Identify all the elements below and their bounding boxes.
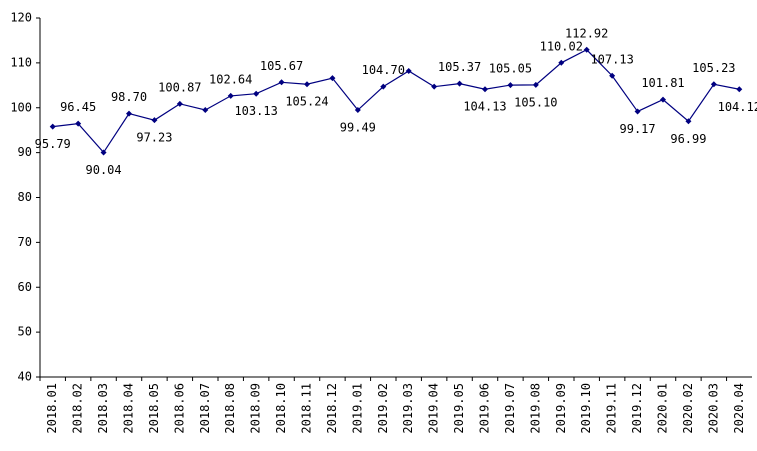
value-label: 112.92 [565,26,608,40]
value-label: 103.13 [234,104,277,118]
x-tick-label: 2018.02 [71,383,85,434]
x-tick-label: 2019.07 [503,383,517,434]
marker [329,75,336,82]
marker [507,82,514,89]
value-label: 105.23 [692,61,735,75]
marker [558,59,565,66]
y-tick-label: 50 [18,325,32,339]
x-tick-label: 2019.03 [401,383,415,434]
marker [202,106,209,113]
marker [685,118,692,125]
x-tick-label: 2020.02 [681,383,695,434]
marker [532,81,539,88]
marker [456,80,463,87]
value-label: 97.23 [136,131,172,145]
x-tick-label: 2019.06 [478,383,492,434]
y-tick-label: 60 [18,280,32,294]
value-label: 105.05 [489,62,532,76]
marker [736,86,743,93]
x-tick-label: 2018.01 [45,383,59,434]
value-label: 99.49 [340,121,376,135]
value-label: 107.13 [590,52,633,66]
marker [354,107,361,114]
y-tick-label: 120 [10,11,32,25]
x-tick-label: 2018.07 [198,383,212,434]
value-label: 105.10 [514,95,557,109]
value-label: 99.17 [620,122,656,136]
value-label: 105.67 [260,59,303,73]
marker [634,108,641,115]
y-tick-label: 90 [18,145,32,159]
x-tick-label: 2018.04 [122,383,136,434]
y-tick-label: 40 [18,370,32,384]
x-tick-label: 2020.04 [732,383,746,434]
value-label: 96.45 [60,100,96,114]
value-label: 95.79 [35,137,71,151]
x-tick-label: 2018.11 [300,383,314,434]
marker [482,86,488,93]
marker [126,110,132,117]
x-tick-label: 2018.09 [249,383,263,434]
y-tick-label: 110 [10,55,32,69]
value-label: 101.81 [641,76,684,90]
marker [151,117,158,124]
marker [660,96,666,103]
value-label: 90.04 [86,163,122,177]
x-tick-label: 2019.05 [452,383,466,434]
value-label: 96.99 [670,132,706,146]
y-tick-label: 100 [10,100,32,114]
marker [583,46,590,53]
value-label: 104.13 [463,100,506,114]
x-tick-label: 2019.01 [350,383,364,434]
marker [278,79,285,86]
marker [176,100,183,107]
x-tick-label: 2018.12 [325,383,339,434]
x-tick-label: 2020.03 [706,383,720,434]
x-tick-label: 2018.05 [147,383,161,434]
marker [710,81,717,88]
value-label: 100.87 [158,80,201,94]
marker [405,67,412,74]
x-tick-label: 2018.08 [223,383,237,434]
marker [431,83,438,90]
x-tick-label: 2019.11 [605,383,619,434]
x-tick-label: 2019.09 [554,383,568,434]
value-label: 98.70 [111,90,147,104]
value-label: 105.24 [285,95,328,109]
marker [49,123,56,130]
marker [227,92,234,99]
x-tick-label: 2018.06 [172,383,186,434]
value-label: 104.12 [718,100,757,114]
marker [304,81,310,88]
marker [100,149,107,156]
line [52,49,740,154]
marker [253,90,260,97]
x-tick-label: 2019.08 [528,383,542,434]
x-tick-label: 2018.03 [96,383,110,434]
value-label: 104.70 [362,63,405,77]
x-tick-label: 2019.02 [376,383,390,434]
x-tick-label: 2019.04 [427,383,441,434]
marker [380,83,387,90]
x-tick-label: 2020.01 [656,383,670,434]
x-tick-label: 2018.10 [274,383,288,434]
value-label: 102.64 [209,72,252,86]
y-tick-label: 80 [18,190,32,204]
marker [609,72,616,79]
y-tick-label: 70 [18,235,32,249]
marker [75,120,82,127]
value-label: 110.02 [540,39,583,53]
value-label: 105.37 [438,60,481,74]
x-tick-label: 2019.12 [630,383,644,434]
x-tick-label: 2019.10 [579,383,593,434]
